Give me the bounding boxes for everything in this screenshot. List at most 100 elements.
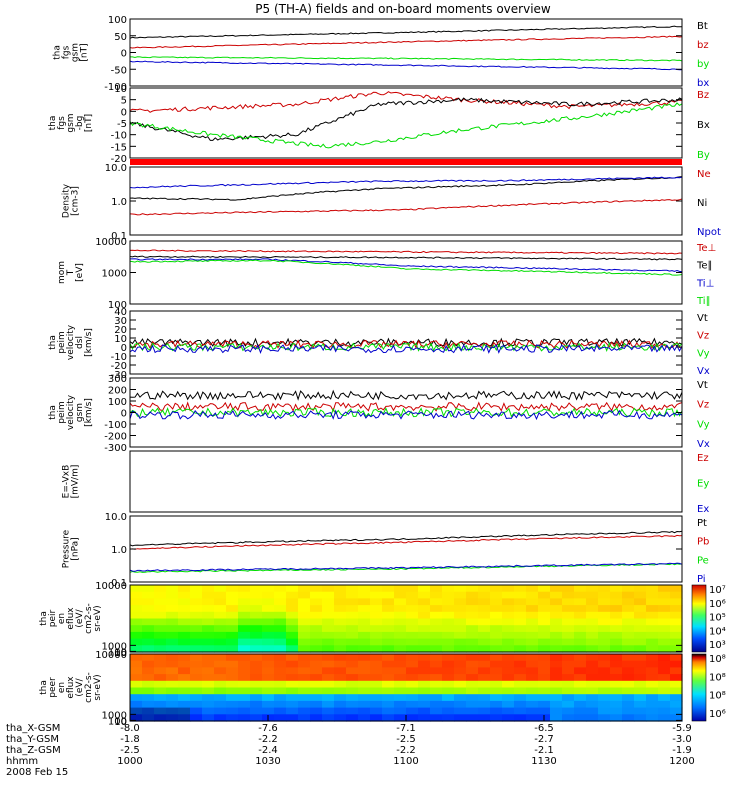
heatmap-cell [166,625,179,633]
heatmap-cell [574,687,587,695]
y-axis-label-line: (eV/ [75,677,85,696]
heatmap-cell [310,638,323,646]
heatmap-cell [610,605,623,613]
heatmap-cell [502,660,515,668]
heatmap-cell [130,714,143,722]
heatmap-cell [202,694,215,702]
heatmap-cell [322,700,335,709]
series-line-Vz [129,401,683,413]
heatmap-cell [262,645,275,653]
heatmap-cell [274,700,287,709]
heatmap-cell [670,618,683,626]
heatmap-cell [550,645,563,653]
heatmap-cell [490,674,503,682]
heatmap-cell [538,645,551,653]
heatmap-cell [466,674,479,682]
heatmap-cell [298,674,311,682]
panel-frame [129,515,683,583]
heatmap-cell [514,618,527,626]
heatmap-cell [322,714,335,722]
colorbar-tick-label: 10³ [709,640,726,651]
heatmap-cell [370,674,383,682]
heatmap-cell [658,591,671,599]
heatmap-cell [262,667,275,675]
x-axis-tick-label: -2.1 [534,745,554,756]
heatmap-cell [502,598,515,606]
y-tick-label: 10000 [95,237,127,248]
series-line-Vx [129,409,683,421]
heatmap-cell [658,638,671,646]
heatmap-cell [358,591,371,599]
heatmap-cell [358,654,371,662]
heatmap-cell [286,700,299,709]
heatmap-cell [274,707,287,715]
heatmap-cell [370,591,383,599]
heatmap-cell [130,687,143,695]
legend-entry-Ni: Ni [697,198,707,209]
heatmap-cell [310,700,323,709]
heatmap-cell [358,687,371,695]
heatmap-cell [190,585,203,593]
heatmap-cell [490,585,503,593]
heatmap-cell [358,631,371,640]
heatmap-cell [658,645,671,653]
y-tick-label: 10.0 [105,512,127,523]
heatmap-cell [502,680,515,689]
y-axis-label: tha peim velocity gsm [km/s] [48,394,94,430]
heatmap-cell [610,707,623,715]
heatmap-cell [178,591,191,599]
heatmap-cell [190,707,203,715]
heatmap-cell [490,605,503,613]
heatmap-cell [610,700,623,709]
heatmap-cell [466,598,479,606]
heatmap-cell [442,714,455,722]
heatmap-cell [262,598,275,606]
legend-entry-Ey: Ey [697,479,709,490]
heatmap-cell [250,687,263,695]
heatmap-cell [238,591,251,599]
heatmap-cell [130,680,143,689]
heatmap-cell [610,674,623,682]
y-tick-label: 10000 [95,581,127,592]
heatmap-cell [238,631,251,640]
heatmap-cell [418,674,431,682]
heatmap-cell [598,694,611,702]
heatmap-cell [310,707,323,715]
heatmap-cell [466,714,479,722]
heatmap-cell [346,645,359,653]
heatmap-cell [670,631,683,640]
series-line-Vx [129,343,683,355]
heatmap-cell [502,638,515,646]
heatmap-cell [442,591,455,599]
x-axis-tick-label: -5.9 [672,723,692,734]
heatmap-cell [310,631,323,640]
heatmap-cell [286,707,299,715]
heatmap-cell [466,585,479,593]
heatmap-cell [334,638,347,646]
heatmap-cell [130,660,143,668]
heatmap-cell [574,674,587,682]
heatmap-cell [622,605,635,613]
heatmap-cell [634,687,647,695]
heatmap-cell [334,707,347,715]
heatmap-cell [322,674,335,682]
heatmap-cell [538,694,551,702]
heatmap-cell [178,700,191,709]
series-line-Bx [129,97,683,141]
heatmap-cell [154,714,167,722]
heatmap-cell [154,687,167,695]
heatmap-cell [670,625,683,633]
heatmap-cell [274,611,287,620]
heatmap-cell [178,638,191,646]
heatmap-cell [346,631,359,640]
x-axis-tick-label: -7.1 [396,723,416,734]
x-axis-tick-label: 1030 [255,756,280,767]
heatmap-cell [406,645,419,653]
heatmap-cell [550,660,563,668]
heatmap-cell [406,687,419,695]
heatmap-cell [250,611,263,620]
heatmap-cell [238,660,251,668]
heatmap-cell [202,611,215,620]
y-axis-label-line: E=-VxB [62,465,72,499]
heatmap-cell [514,694,527,702]
